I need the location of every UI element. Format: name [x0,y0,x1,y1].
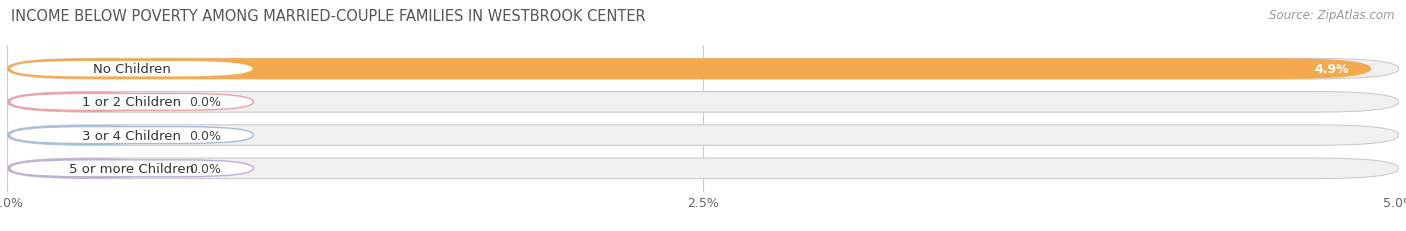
Text: 5 or more Children: 5 or more Children [69,162,194,175]
Text: 0.0%: 0.0% [190,129,221,142]
Text: 0.0%: 0.0% [190,96,221,109]
FancyBboxPatch shape [7,158,1399,179]
Text: No Children: No Children [93,63,170,76]
Text: 1 or 2 Children: 1 or 2 Children [82,96,181,109]
FancyBboxPatch shape [7,125,167,146]
FancyBboxPatch shape [10,94,253,111]
FancyBboxPatch shape [7,92,1399,113]
Text: INCOME BELOW POVERTY AMONG MARRIED-COUPLE FAMILIES IN WESTBROOK CENTER: INCOME BELOW POVERTY AMONG MARRIED-COUPL… [11,9,645,24]
FancyBboxPatch shape [10,160,253,177]
Text: 0.0%: 0.0% [190,162,221,175]
Text: 3 or 4 Children: 3 or 4 Children [82,129,181,142]
FancyBboxPatch shape [7,59,1399,80]
FancyBboxPatch shape [7,125,1399,146]
Text: 4.9%: 4.9% [1315,63,1348,76]
FancyBboxPatch shape [7,158,167,179]
FancyBboxPatch shape [10,127,253,144]
FancyBboxPatch shape [7,59,1371,80]
FancyBboxPatch shape [10,61,253,78]
Text: Source: ZipAtlas.com: Source: ZipAtlas.com [1270,9,1395,22]
FancyBboxPatch shape [7,92,167,113]
